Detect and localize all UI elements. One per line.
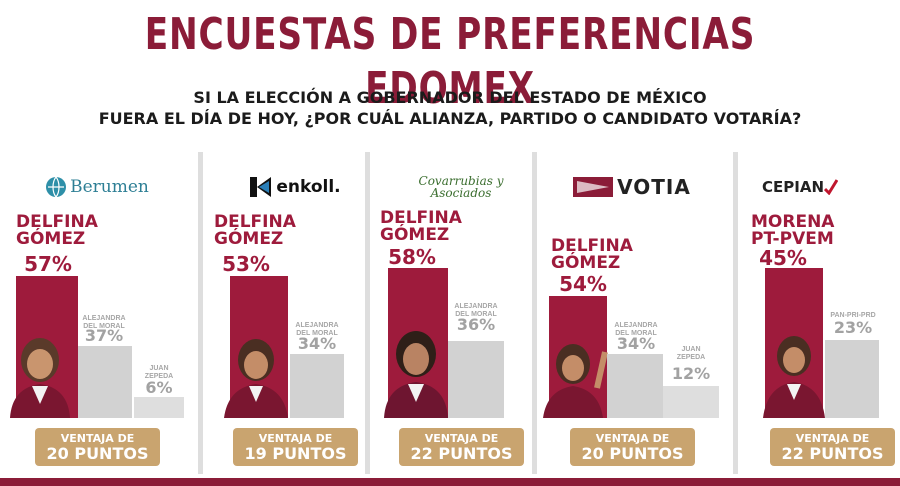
poll-panel-covarrubias: Covarrubias y Asociados DELFINA GÓMEZ 58%… — [374, 152, 548, 474]
candidate-photo — [539, 338, 609, 423]
runner-up-name: ALEJANDRA DEL MORAL — [295, 322, 339, 337]
third-place-bar — [663, 386, 719, 418]
footer-bar — [0, 478, 900, 486]
poll-panel-votia: VOTIA DELFINA GÓMEZ 54% ALEJANDRA DEL MORA… — [543, 152, 719, 474]
leader-name: DELFINA GÓMEZ — [380, 208, 462, 245]
panel-divider — [198, 152, 203, 474]
panel-divider — [733, 152, 738, 474]
third-place-percentage: 12% — [671, 364, 711, 383]
pollster-name: enkoll. — [276, 177, 341, 197]
runner-up-percentage: 34% — [297, 334, 337, 353]
survey-question: SI LA ELECCIÓN A GOBERNADOR DEL ESTADO D… — [0, 87, 900, 129]
runner-up-bar — [78, 346, 132, 418]
pollster-logo: CEPIAN — [745, 170, 855, 204]
pollster-logo: VOTIA — [545, 170, 719, 204]
runner-up-bar — [448, 341, 504, 418]
pollster-logo: enkoll. — [208, 170, 382, 204]
leader-name: MORENA PT-PVEM — [751, 212, 835, 249]
runner-up-percentage: 34% — [616, 334, 656, 353]
runner-up-name: ALEJANDRA DEL MORAL — [82, 315, 126, 330]
page-title: ENCUESTAS DE PREFERENCIAS EDOMEX — [144, 9, 756, 114]
pollster-name: Berumen — [70, 177, 149, 197]
runner-up-name: PAN-PRI-PRD — [830, 312, 876, 319]
leader-percentage: 57% — [24, 252, 72, 276]
runner-up-name: ALEJANDRA DEL MORAL — [454, 303, 498, 318]
advantage-badge: VENTAJA DE 19 PUNTOS — [233, 428, 358, 466]
leader-percentage: 54% — [559, 272, 607, 296]
advantage-badge: VENTAJA DE 22 PUNTOS — [399, 428, 524, 466]
runner-up-name: ALEJANDRA DEL MORAL — [614, 322, 658, 337]
leader-percentage: 58% — [388, 245, 436, 269]
pollster-logo: Berumen — [10, 170, 184, 204]
panel-divider — [532, 152, 537, 474]
votia-mark-icon — [573, 177, 614, 197]
advantage-badge: VENTAJA DE 22 PUNTOS — [770, 428, 895, 466]
runner-up-bar — [825, 340, 879, 418]
candidate-photo — [759, 328, 829, 423]
leader-name: DELFINA GÓMEZ — [551, 236, 633, 273]
pollster-name: Covarrubias y Asociados — [418, 174, 504, 200]
pollster-name: CEPIAN — [762, 178, 824, 196]
leader-name: DELFINA GÓMEZ — [214, 212, 296, 249]
poll-panel-berumen: Berumen DELFINA GÓMEZ 57% ALEJANDRA DEL MO… — [10, 152, 184, 474]
third-place-name: JUAN ZEPEDA — [144, 365, 174, 380]
enkoll-mark-icon — [250, 177, 272, 197]
leader-percentage: 45% — [759, 246, 807, 270]
question-line-2: FUERA EL DÍA DE HOY, ¿POR CUÁL ALIANZA, … — [98, 109, 802, 128]
globe-icon — [46, 176, 67, 198]
advantage-badge: VENTAJA DE 20 PUNTOS — [570, 428, 695, 466]
advantage-badge: VENTAJA DE 20 PUNTOS — [35, 428, 160, 466]
runner-up-percentage: 37% — [84, 326, 124, 345]
runner-up-percentage: 36% — [456, 315, 496, 334]
leader-percentage: 53% — [222, 252, 270, 276]
leader-name: DELFINA GÓMEZ — [16, 212, 98, 249]
panel-divider — [365, 152, 370, 474]
candidate-photo — [6, 330, 74, 423]
candidate-photo — [380, 324, 452, 423]
runner-up-percentage: 23% — [833, 318, 873, 337]
pollster-logo: Covarrubias y Asociados — [374, 170, 548, 204]
question-line-1: SI LA ELECCIÓN A GOBERNADOR DEL ESTADO D… — [193, 88, 707, 107]
runner-up-bar — [290, 354, 344, 418]
poll-panel-cepian: CEPIAN MORENA PT-PVEM 45% PAN-PRI-PRD 23%… — [745, 152, 900, 474]
runner-up-bar — [607, 354, 663, 418]
candidate-photo — [220, 332, 292, 423]
third-place-bar — [134, 397, 184, 418]
third-place-name: JUAN ZEPEDA — [676, 346, 706, 361]
poll-panel-enkoll: enkoll. DELFINA GÓMEZ 53% ALEJANDRA DEL MO… — [208, 152, 382, 474]
check-mark-icon — [824, 179, 838, 195]
third-place-percentage: 6% — [145, 378, 173, 397]
pollster-name: VOTIA — [617, 175, 691, 199]
